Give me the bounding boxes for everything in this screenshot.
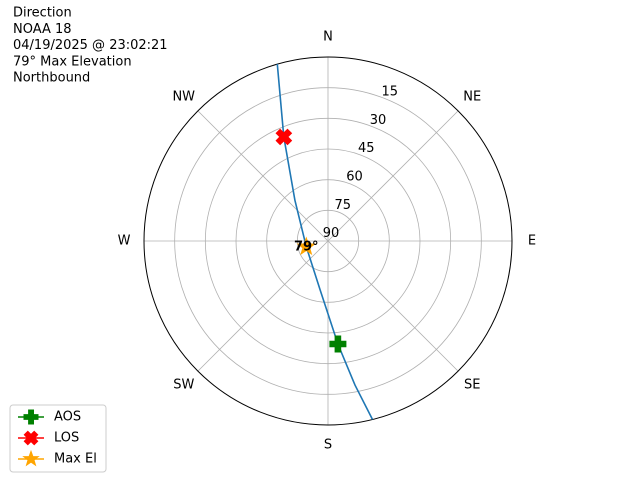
r-tick-label: 90 (323, 226, 340, 241)
grid-spoke (197, 110, 329, 242)
grid-spoke (327, 110, 459, 242)
legend-label: LOS (54, 431, 79, 446)
grid-spoke (327, 240, 459, 372)
theta-tick-label: NW (172, 89, 195, 104)
grid-spoke (197, 240, 329, 372)
marker (23, 430, 39, 446)
legend-label: AOS (54, 410, 81, 425)
theta-tick-label: N (323, 30, 333, 45)
track-line (276, 64, 374, 420)
title-line: 04/19/2025 @ 23:02:21 (13, 38, 168, 53)
marker (23, 409, 39, 425)
theta-tick-label: W (118, 234, 131, 249)
theta-tick-label: NE (463, 89, 481, 104)
annotation: 79° (294, 239, 319, 254)
r-tick-label: 30 (370, 113, 387, 128)
marker (22, 449, 40, 467)
legend: AOS LOS Max El (9, 404, 107, 473)
theta-tick-label: E (528, 234, 536, 249)
marker (329, 335, 347, 353)
title-line: NOAA 18 (13, 22, 72, 37)
r-tick-label: 75 (335, 198, 352, 213)
title-line: Direction (13, 6, 72, 21)
r-tick-label: 45 (358, 141, 375, 156)
theta-tick-label: S (324, 438, 332, 453)
r-tick-label: 15 (381, 84, 398, 99)
marker (296, 236, 317, 256)
marker (275, 128, 293, 146)
theta-tick-label: SW (173, 378, 194, 393)
theta-tick-label: SE (464, 378, 480, 393)
title-line: Northbound (13, 71, 90, 86)
r-tick-label: 60 (346, 169, 363, 184)
polar-frame (143, 56, 513, 426)
legend-label: Max El (54, 452, 97, 467)
title-line: 79° Max Elevation (13, 54, 132, 69)
